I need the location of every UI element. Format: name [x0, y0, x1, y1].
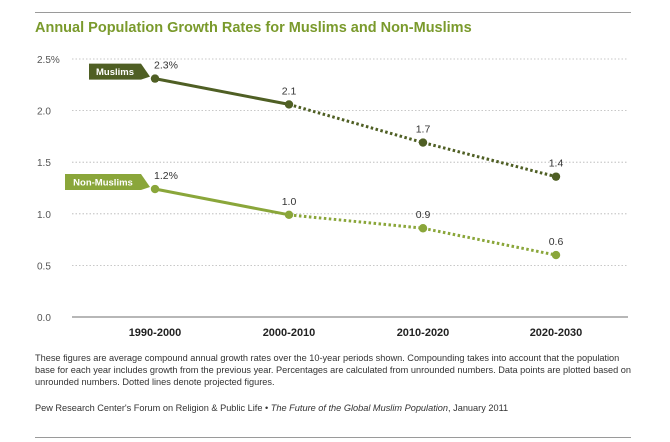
bottom-rule	[35, 437, 631, 438]
x-tick-label: 2020-2030	[530, 327, 583, 339]
data-point	[284, 100, 294, 109]
chart-note: These figures are average compound annua…	[35, 353, 632, 387]
source-separator: •	[262, 403, 271, 413]
data-point	[150, 184, 160, 194]
data-point	[551, 172, 561, 181]
series-tag-label: Muslims	[96, 67, 134, 78]
source-line: Pew Research Center's Forum on Religion …	[35, 403, 631, 413]
y-tick-label: 0.5	[37, 261, 51, 272]
data-point	[150, 74, 160, 83]
data-label: 1.2%	[154, 170, 178, 182]
data-label: 2.3%	[154, 60, 178, 72]
data-label: 2.1	[282, 85, 297, 97]
y-tick-label: 1.0	[37, 210, 51, 221]
source-org: Pew Research Center's Forum on Religion …	[35, 403, 263, 413]
data-label: 0.6	[549, 236, 564, 248]
data-point	[284, 210, 294, 220]
y-tick-label: 2.5%	[37, 55, 60, 66]
line-chart: 2.5% 2.0 1.5 1.0 0.5 0.0 1990-2000 2000-2010 201…	[37, 55, 628, 339]
y-tick-label: 1.5	[37, 158, 51, 169]
series-line-projected	[288, 213, 557, 257]
series-line-projected	[288, 102, 557, 179]
series-tag-label: Non-Muslims	[73, 178, 133, 189]
series-tag-box	[89, 63, 150, 80]
source-date: , January 2011	[448, 403, 509, 413]
data-point	[418, 224, 428, 233]
x-tick-label: 2010-2020	[397, 327, 450, 339]
series-line-actual	[154, 77, 290, 106]
data-label: 1.4	[549, 158, 564, 170]
y-tick-label: 2.0	[37, 107, 51, 118]
series-tag-box	[65, 174, 150, 191]
y-tick-label: 0.0	[37, 313, 51, 324]
chart-title: Annual Population Growth Rates for Musli…	[35, 20, 472, 36]
data-point	[551, 250, 561, 260]
top-rule	[35, 12, 631, 13]
data-label: 1.0	[282, 196, 297, 208]
data-label: 0.9	[416, 209, 431, 221]
x-tick-label: 1990-2000	[129, 327, 182, 339]
x-tick-label: 2000-2010	[263, 327, 316, 339]
source-publication: The Future of the Global Muslim Populati…	[270, 403, 449, 413]
data-label: 1.7	[416, 124, 431, 136]
data-point	[418, 138, 428, 147]
series-line-actual	[154, 187, 290, 217]
